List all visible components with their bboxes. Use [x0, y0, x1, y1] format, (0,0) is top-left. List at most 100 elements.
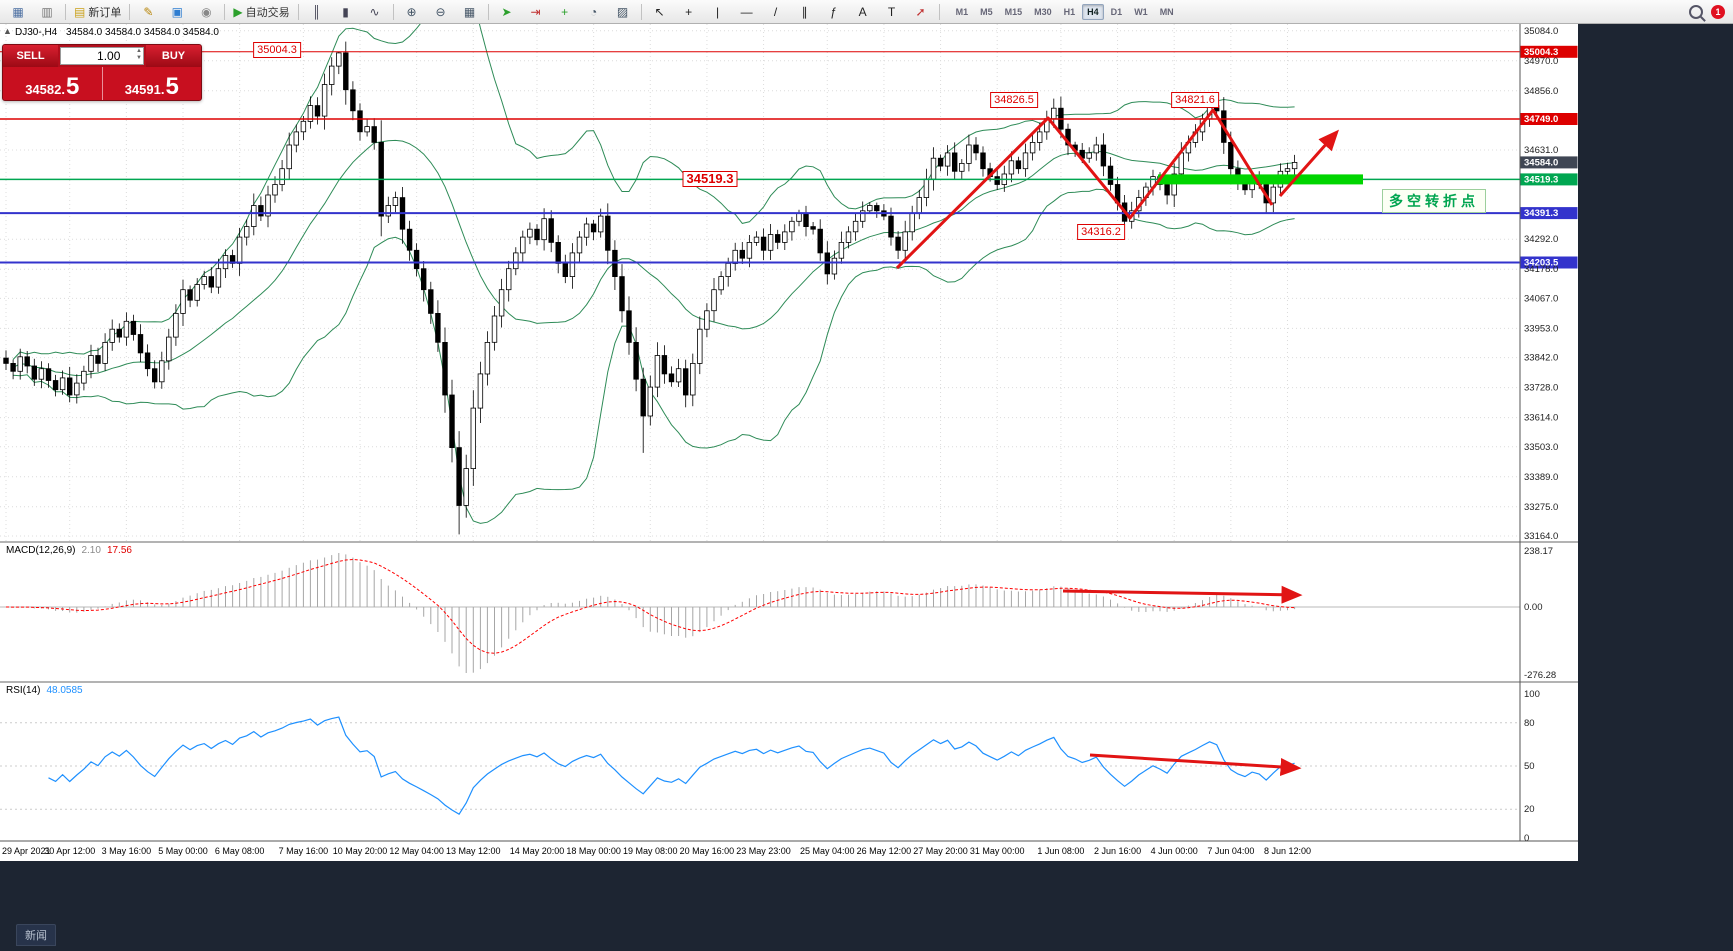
time-axis-label: 2 Jun 16:00 [1094, 846, 1141, 856]
horizontal-line-icon[interactable]: — [733, 1, 761, 23]
trendline-icon[interactable]: / [762, 1, 790, 23]
price-axis-label: 34178.0 [1524, 264, 1558, 275]
label-icon[interactable]: T [878, 1, 906, 23]
new-chart-icon[interactable]: ▦ [4, 1, 32, 23]
periods-icon: ◔ [589, 4, 598, 19]
timeframe-h4[interactable]: H4 [1082, 3, 1104, 20]
timeframe-d1[interactable]: D1 [1110, 6, 1123, 17]
autotrading-button: ▶ [233, 4, 243, 19]
price-axis-label: 33275.0 [1524, 502, 1558, 513]
timeframe-m1[interactable]: M1 [955, 6, 969, 17]
timeframe-toolbar: M1 M5 M15 M30 H1 H4 D1 W1 MN [950, 3, 1180, 20]
price-callout[interactable]: 34826.5 [990, 92, 1038, 108]
trend-zigzag[interactable] [895, 108, 1339, 270]
sell-price[interactable]: 34582. 5 [3, 67, 103, 100]
toolbar-separator [640, 3, 642, 20]
metaeditor-icon: ✎ [143, 4, 154, 19]
timeframe-m5[interactable]: M5 [980, 6, 993, 17]
news-tab[interactable]: 新闻 [16, 924, 56, 946]
text-icon: A [858, 4, 867, 19]
notification-badge[interactable]: 1 [1711, 4, 1725, 19]
price-axis-label: 34631.0 [1524, 145, 1558, 156]
channel-icon[interactable]: ∥ [791, 1, 819, 23]
crosshair-icon[interactable]: + [675, 1, 703, 23]
shapes-icon: ➚ [915, 4, 926, 19]
panel-divider[interactable] [0, 681, 1578, 683]
rsi-axis-label: 20 [1524, 804, 1535, 815]
sell-button[interactable]: SELL [3, 45, 58, 67]
new-order-button[interactable]: ▤ 新订单 [70, 1, 125, 23]
price-callout[interactable]: 34821.6 [1171, 92, 1219, 108]
turning-point-annotation[interactable]: 多空转折点 [1382, 189, 1486, 213]
oneclick-collapse-icon[interactable]: ▲ [3, 26, 12, 36]
price-axis-label: 33728.0 [1524, 383, 1558, 394]
support-highlight-bar[interactable] [1158, 174, 1363, 185]
line-chart-icon[interactable]: ∿ [361, 1, 389, 23]
rsi-axis-label: 0 [1524, 833, 1529, 844]
panel-divider[interactable] [0, 541, 1578, 543]
auto-scroll-icon: ➤ [501, 4, 512, 19]
volume-input[interactable] [61, 48, 123, 64]
time-axis-label: 14 May 20:00 [510, 846, 565, 856]
time-axis-label: 19 May 08:00 [623, 846, 678, 856]
price-callout[interactable]: 35004.3 [253, 42, 301, 58]
volume-down-icon[interactable]: ▼ [136, 55, 142, 61]
profiles-icon[interactable]: ▥ [33, 1, 61, 23]
rsi-trend-arrow [1089, 753, 1302, 776]
time-axis-label: 7 May 16:00 [279, 846, 329, 856]
timeframe-w1[interactable]: W1 [1134, 6, 1148, 17]
workspace-background-bottom: 新闻 [0, 861, 1578, 951]
macd-value-1: 2.10 [81, 545, 101, 556]
timeframe-h1[interactable]: H1 [1063, 6, 1076, 17]
price-axis-label: 33953.0 [1524, 323, 1558, 334]
time-axis-label: 18 May 00:00 [566, 846, 621, 856]
chart-canvas[interactable]: 35084.0 35004.3 34970.0 34856.0 34749.0 34631… [0, 24, 1578, 861]
new-order-button: ▤ [74, 4, 86, 19]
time-axis-label: 1 Jun 08:00 [1037, 846, 1084, 856]
chart-window[interactable]: 35084.0 35004.3 34970.0 34856.0 34749.0 34631… [0, 24, 1578, 861]
fibonacci-icon[interactable]: ƒ [820, 1, 848, 23]
volume-spinner[interactable]: ▲ ▼ [136, 48, 142, 62]
zoom-in-icon[interactable]: ⊕ [398, 1, 426, 23]
search-icon[interactable] [1689, 4, 1703, 19]
price-callout[interactable]: 34316.2 [1077, 224, 1125, 240]
price-axis-label: 33389.0 [1524, 472, 1558, 483]
cursor-icon[interactable]: ↖ [646, 1, 674, 23]
community-icon[interactable]: ◉ [192, 1, 220, 23]
timeframe-mn[interactable]: MN [1159, 6, 1174, 17]
time-axis-label: 8 Jun 12:00 [1264, 846, 1311, 856]
indicators-icon[interactable]: + [551, 1, 579, 23]
chart-grid [0, 24, 1520, 541]
periods-icon[interactable]: ◔ [580, 1, 608, 23]
time-axis-label: 13 May 12:00 [446, 846, 501, 856]
tile-windows-icon[interactable]: ▦ [456, 1, 484, 23]
auto-scroll-icon[interactable]: ➤ [493, 1, 521, 23]
fibonacci-icon: ƒ [830, 4, 837, 19]
price-callout[interactable]: 34519.3 [682, 171, 738, 187]
shapes-icon[interactable]: ➚ [907, 1, 935, 23]
bar-chart-icon: ║ [312, 4, 321, 19]
timeframe-m15[interactable]: M15 [1004, 6, 1023, 17]
buy-price[interactable]: 34591. 5 [103, 67, 202, 100]
buy-button[interactable]: BUY [146, 45, 201, 67]
toolbar-separator [224, 3, 226, 20]
chart-shift-icon[interactable]: ⇥ [522, 1, 550, 23]
templates-icon[interactable]: ▨ [609, 1, 637, 23]
zoom-out-icon[interactable]: ⊖ [427, 1, 455, 23]
candlestick-icon[interactable]: ▮ [332, 1, 360, 23]
time-axis-label: 20 May 16:00 [680, 846, 735, 856]
toolbar-separator [938, 3, 940, 20]
market-icon[interactable]: ▣ [163, 1, 191, 23]
rsi-axis-label: 80 [1524, 718, 1535, 729]
text-icon[interactable]: A [849, 1, 877, 23]
volume-up-icon[interactable]: ▲ [136, 48, 142, 54]
one-click-trading-panel: SELL ▲▼ BUY 34582. 5 34591. 5 [2, 44, 202, 101]
metaeditor-icon[interactable]: ✎ [134, 1, 162, 23]
chart-ohlc-values: 34584.0 34584.0 34584.0 34584.0 [66, 27, 219, 38]
vertical-line-icon[interactable]: | [704, 1, 732, 23]
timeframe-m30[interactable]: M30 [1034, 6, 1052, 17]
autotrading-button[interactable]: ▶ 自动交易 [229, 1, 293, 23]
bar-chart-icon[interactable]: ║ [303, 1, 331, 23]
rsi-name: RSI(14) [6, 685, 41, 696]
vertical-line-icon: | [716, 4, 720, 19]
